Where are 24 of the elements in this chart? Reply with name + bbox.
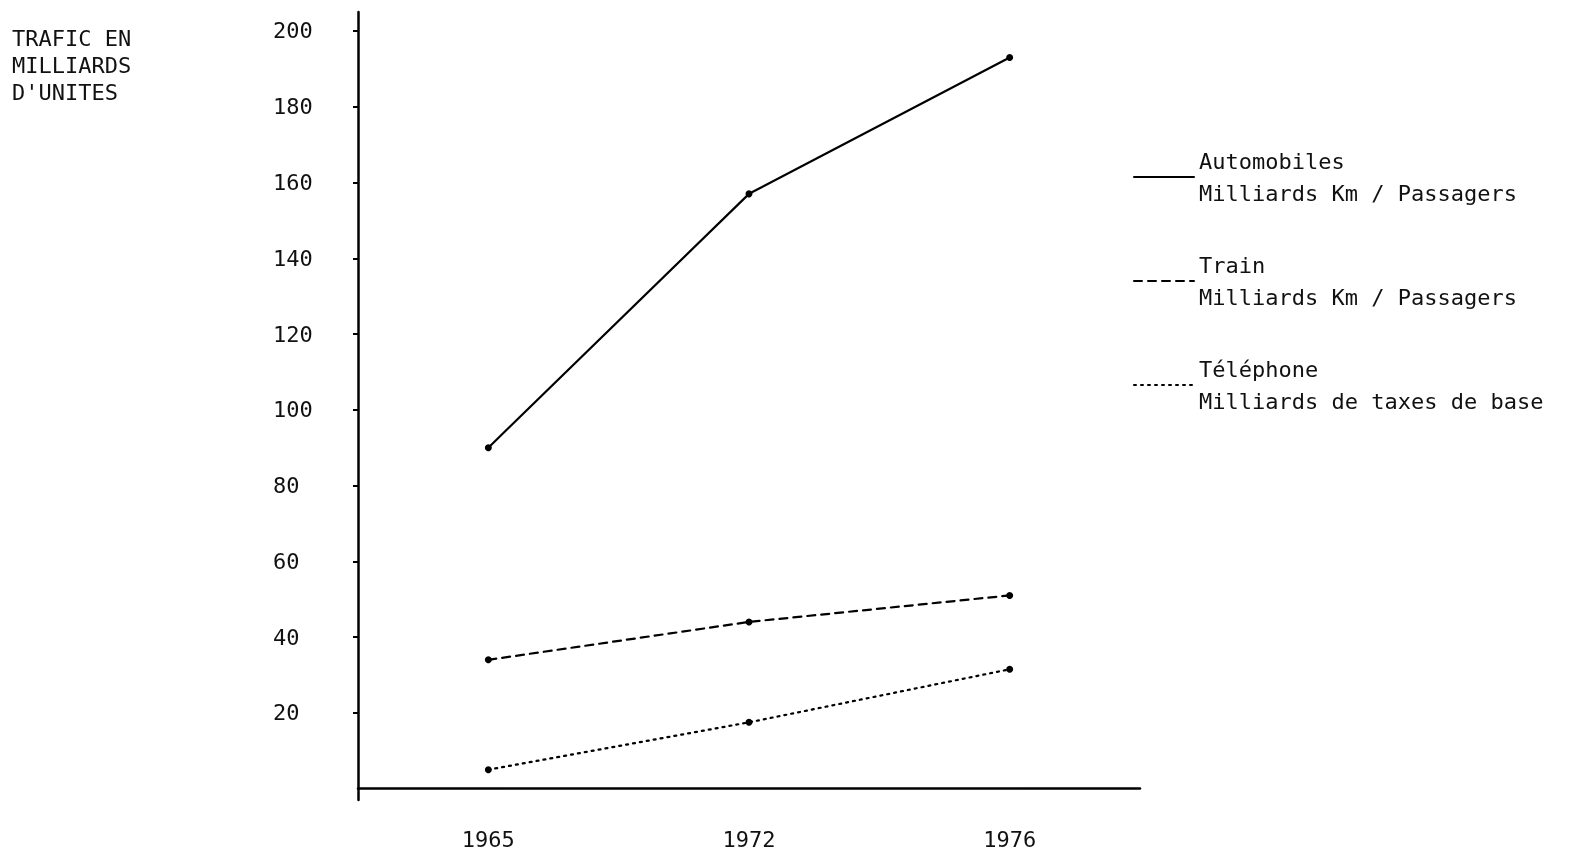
point: [745, 718, 753, 726]
point: [484, 444, 492, 452]
y-tick-label: 40: [273, 624, 300, 650]
legend-label: Téléphone Milliards de taxes de base: [1199, 356, 1544, 414]
legend-label: Train Milliards Km / Passagers: [1199, 252, 1517, 310]
point: [1006, 53, 1014, 61]
y-tick-label: 160: [273, 169, 313, 195]
y-tick-label: 140: [273, 245, 313, 271]
y-tick-label: 20: [273, 700, 300, 726]
y-tick-label: 200: [273, 18, 313, 44]
point: [1006, 591, 1014, 599]
x-tick-label: 1972: [722, 826, 776, 852]
point: [1006, 665, 1014, 673]
y-tick-label: 100: [273, 397, 313, 423]
x-tick-label: 1965: [461, 826, 515, 852]
y-tick-label: 80: [273, 473, 300, 499]
text: TRAFIC EN MILLIARDS D'UNITES: [12, 26, 132, 105]
y-tick-label: 180: [273, 94, 313, 120]
x-tick-label: 1976: [983, 826, 1037, 852]
point: [484, 766, 492, 774]
legend-label: Automobiles Milliards Km / Passagers: [1199, 148, 1517, 206]
y-tick-label: 60: [273, 548, 300, 574]
y-tick-label: 120: [273, 321, 313, 347]
point: [484, 656, 492, 664]
